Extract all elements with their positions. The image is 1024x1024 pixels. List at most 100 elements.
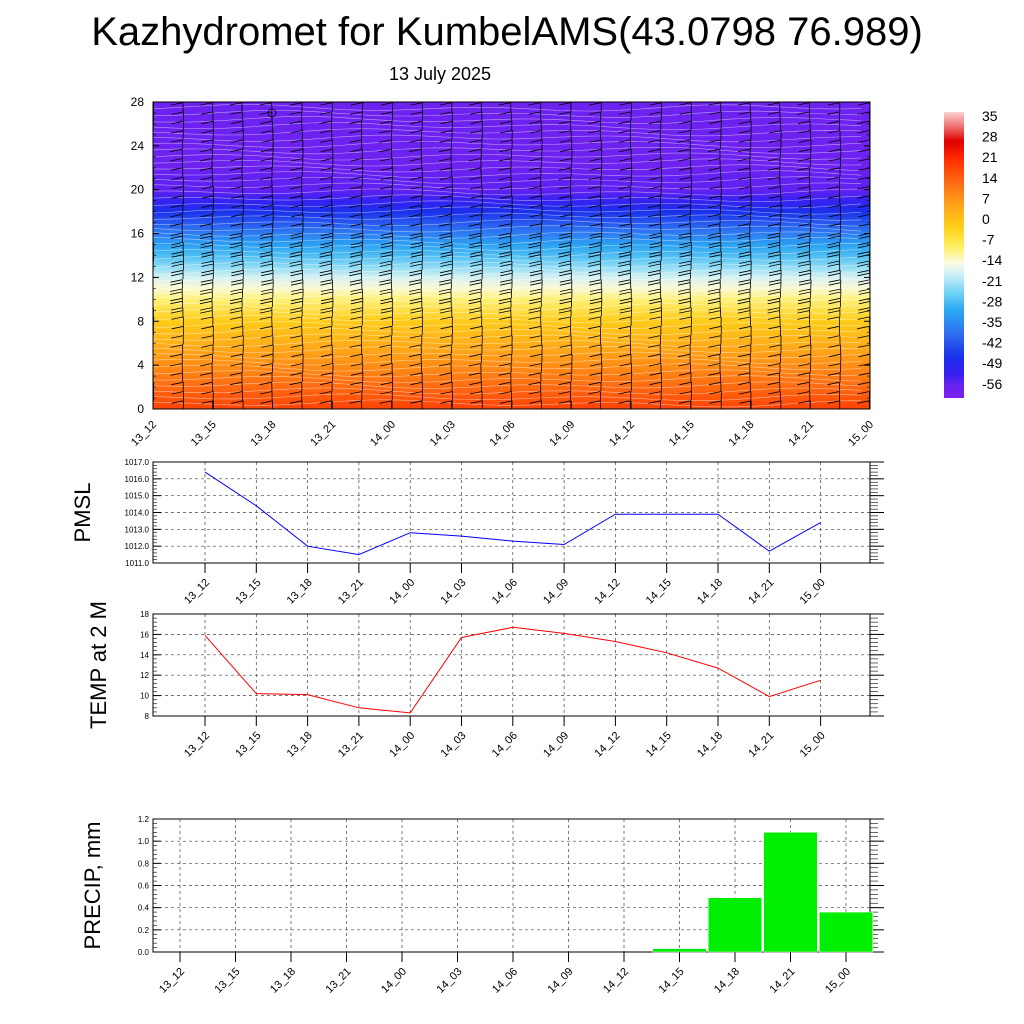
wind-barb [739, 400, 752, 409]
wind-barb [380, 372, 394, 382]
wind-barb [649, 307, 663, 317]
wind-barb [739, 195, 752, 205]
wind-barb [350, 307, 364, 317]
wind-barb [618, 186, 632, 196]
wind-barb [827, 325, 840, 336]
wind-barb [708, 372, 721, 382]
wind-barb [320, 139, 333, 149]
wind-barb [438, 223, 452, 233]
wind-barb [291, 214, 304, 224]
wind-barb [199, 232, 213, 243]
isotherm-line [153, 225, 862, 233]
wind-barb [827, 335, 841, 345]
wind-barb [589, 102, 602, 112]
wind-barb [709, 186, 722, 196]
wind-barb [559, 223, 573, 233]
wind-barb [140, 205, 152, 214]
wind-barb [350, 316, 363, 326]
wind-barb [290, 232, 303, 243]
wind-barb [857, 195, 870, 205]
x-tick-label: 15_00 [846, 419, 876, 449]
wind-barb [558, 307, 572, 317]
wind-barb [319, 260, 333, 271]
wind-barb [171, 186, 185, 196]
panel-frame [152, 613, 871, 717]
isotherm-line [153, 315, 862, 323]
wind-barb [380, 158, 393, 168]
grid [153, 462, 870, 563]
wind-barb [171, 316, 184, 326]
wind-barb [409, 130, 423, 140]
wind-barb [199, 363, 213, 373]
x-tick-label: 15_00 [798, 577, 828, 607]
wind-barb [379, 353, 393, 364]
wind-barb [737, 307, 751, 317]
wind-barb [677, 148, 691, 159]
wind-barb [438, 148, 452, 159]
wind-barb [798, 260, 811, 270]
wind-barb [290, 158, 304, 168]
wind-barb [529, 130, 543, 140]
wind-barb [798, 344, 812, 354]
wind-barb [589, 242, 602, 252]
wind-barb [827, 167, 841, 177]
wind-barb [170, 223, 183, 233]
wind-barb [678, 335, 692, 345]
x-tick-label: 13_18 [249, 419, 279, 449]
wind-barb [290, 335, 303, 345]
isotherm-line [153, 176, 862, 184]
wind-barb [410, 381, 423, 392]
y-tick-label: 1012.0 [125, 542, 150, 551]
wind-barb [289, 186, 303, 196]
wind-barb [529, 363, 542, 373]
wind-barb [201, 195, 214, 205]
y-tick-label: 12 [131, 270, 145, 284]
wind-barb [498, 232, 512, 243]
wind-barb [349, 269, 362, 280]
wind-barb [679, 381, 692, 392]
wind-barb [707, 363, 721, 373]
wind-barb [200, 167, 213, 177]
isotherm-line [153, 116, 862, 124]
wind-barb [558, 111, 572, 121]
x-tick-label: 14_03 [428, 419, 458, 449]
wind-barb [260, 288, 274, 299]
wind-barb [649, 176, 662, 187]
precip-bar [763, 832, 818, 953]
wind-barb [588, 335, 602, 345]
wind-barb [798, 158, 811, 168]
wind-barb [798, 353, 812, 364]
wind-barb [648, 269, 661, 280]
wind-barb [410, 120, 423, 131]
wind-barb [289, 102, 303, 112]
x-tick-label: 14_21 [746, 577, 776, 607]
wind-barb [828, 279, 842, 289]
wind-barb [767, 232, 781, 243]
wind-barb [677, 214, 691, 224]
wind-barb [707, 158, 721, 168]
wind-barb [350, 158, 364, 168]
wind-barb [767, 307, 781, 317]
wind-barb [618, 204, 631, 215]
wind-barb [469, 381, 482, 392]
wind-barb [618, 260, 631, 271]
wind-barb [171, 325, 185, 336]
wind-barb [589, 167, 602, 177]
wind-barb [739, 325, 752, 336]
wind-barb [709, 195, 722, 205]
wind-barb [858, 102, 870, 112]
precip-bar [708, 897, 762, 953]
wind-barb [827, 111, 840, 121]
wind-barb [678, 363, 691, 373]
wind-barb [559, 363, 573, 373]
isotherm-line [153, 152, 862, 161]
wind-barb [201, 325, 214, 336]
x-tick-label: 14_18 [695, 577, 725, 607]
wind-barb [648, 353, 661, 364]
wind-barb [380, 297, 393, 308]
wind-barb [708, 167, 721, 177]
wind-barb [769, 269, 782, 280]
wind-barb [470, 195, 483, 205]
wind-barb [797, 120, 811, 131]
wind-barb [648, 288, 662, 299]
